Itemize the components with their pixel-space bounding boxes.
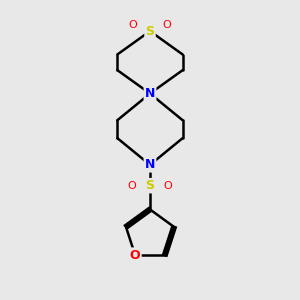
Text: N: N	[145, 87, 155, 100]
Text: O: O	[128, 181, 136, 191]
Text: S: S	[146, 25, 154, 38]
Text: O: O	[128, 20, 137, 30]
Text: N: N	[145, 158, 155, 171]
Text: O: O	[163, 20, 172, 30]
Text: S: S	[146, 179, 154, 192]
Text: O: O	[130, 249, 140, 262]
Text: O: O	[164, 181, 172, 191]
